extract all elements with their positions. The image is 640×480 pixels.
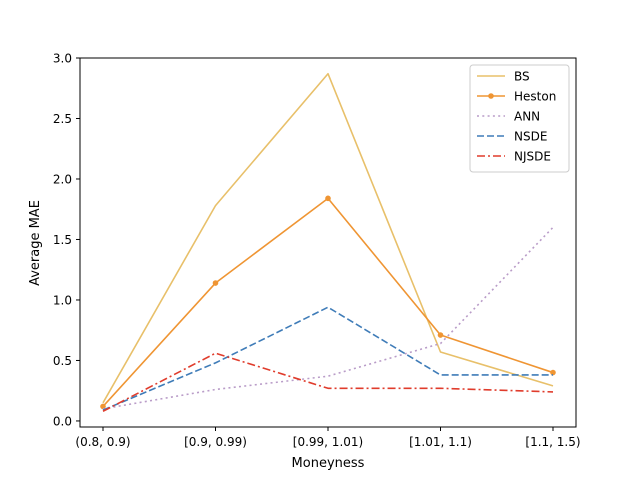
legend-label-heston: Heston <box>514 90 556 104</box>
x-tick-label: [0.99, 1.01) <box>293 435 363 449</box>
series-line-bs <box>102 72 554 404</box>
legend: BS Heston ANN NSDE NJSDE <box>469 64 570 173</box>
x-tick-label: [0.9, 0.99) <box>184 435 247 449</box>
series-line-nsde <box>102 306 553 411</box>
y-axis-label: Average MAE <box>28 200 43 286</box>
y-tick-label: 3.0 <box>53 52 72 66</box>
plot-lines <box>100 72 556 412</box>
legend-label-nsde: NSDE <box>514 130 547 144</box>
y-tick-label: 2.0 <box>53 172 72 186</box>
series-point-heston <box>437 332 444 338</box>
series-point-heston <box>325 195 331 202</box>
y-tick-label: 1.0 <box>53 293 72 307</box>
legend-marker-heston <box>488 93 494 99</box>
y-tick-label: 0.0 <box>53 414 72 428</box>
y-axis: 0.0 0.5 1.0 1.5 2.0 2.5 3.0 <box>53 52 80 428</box>
legend-label-njsde: NJSDE <box>514 150 551 164</box>
x-tick-label: (0.8, 0.9) <box>75 435 130 449</box>
x-axis: (0.8, 0.9) [0.9, 0.99) [0.99, 1.01) [1.01, … <box>75 427 581 449</box>
legend-label-ann: ANN <box>514 110 540 124</box>
legend-label-bs: BS <box>514 70 530 84</box>
series-point-heston <box>550 369 556 376</box>
y-tick-label: 1.5 <box>53 233 72 247</box>
legend-box <box>469 64 570 173</box>
x-tick-label: [1.1, 1.5) <box>525 435 580 449</box>
y-tick-label: 2.5 <box>53 112 72 126</box>
y-tick-label: 0.5 <box>53 354 72 368</box>
series-point-heston <box>212 280 219 286</box>
x-axis-label: Moneyness <box>292 456 365 471</box>
x-tick-label: [1.01, 1.1) <box>409 435 472 449</box>
series-line-njsde <box>102 352 554 412</box>
series-line-ann <box>102 226 554 410</box>
